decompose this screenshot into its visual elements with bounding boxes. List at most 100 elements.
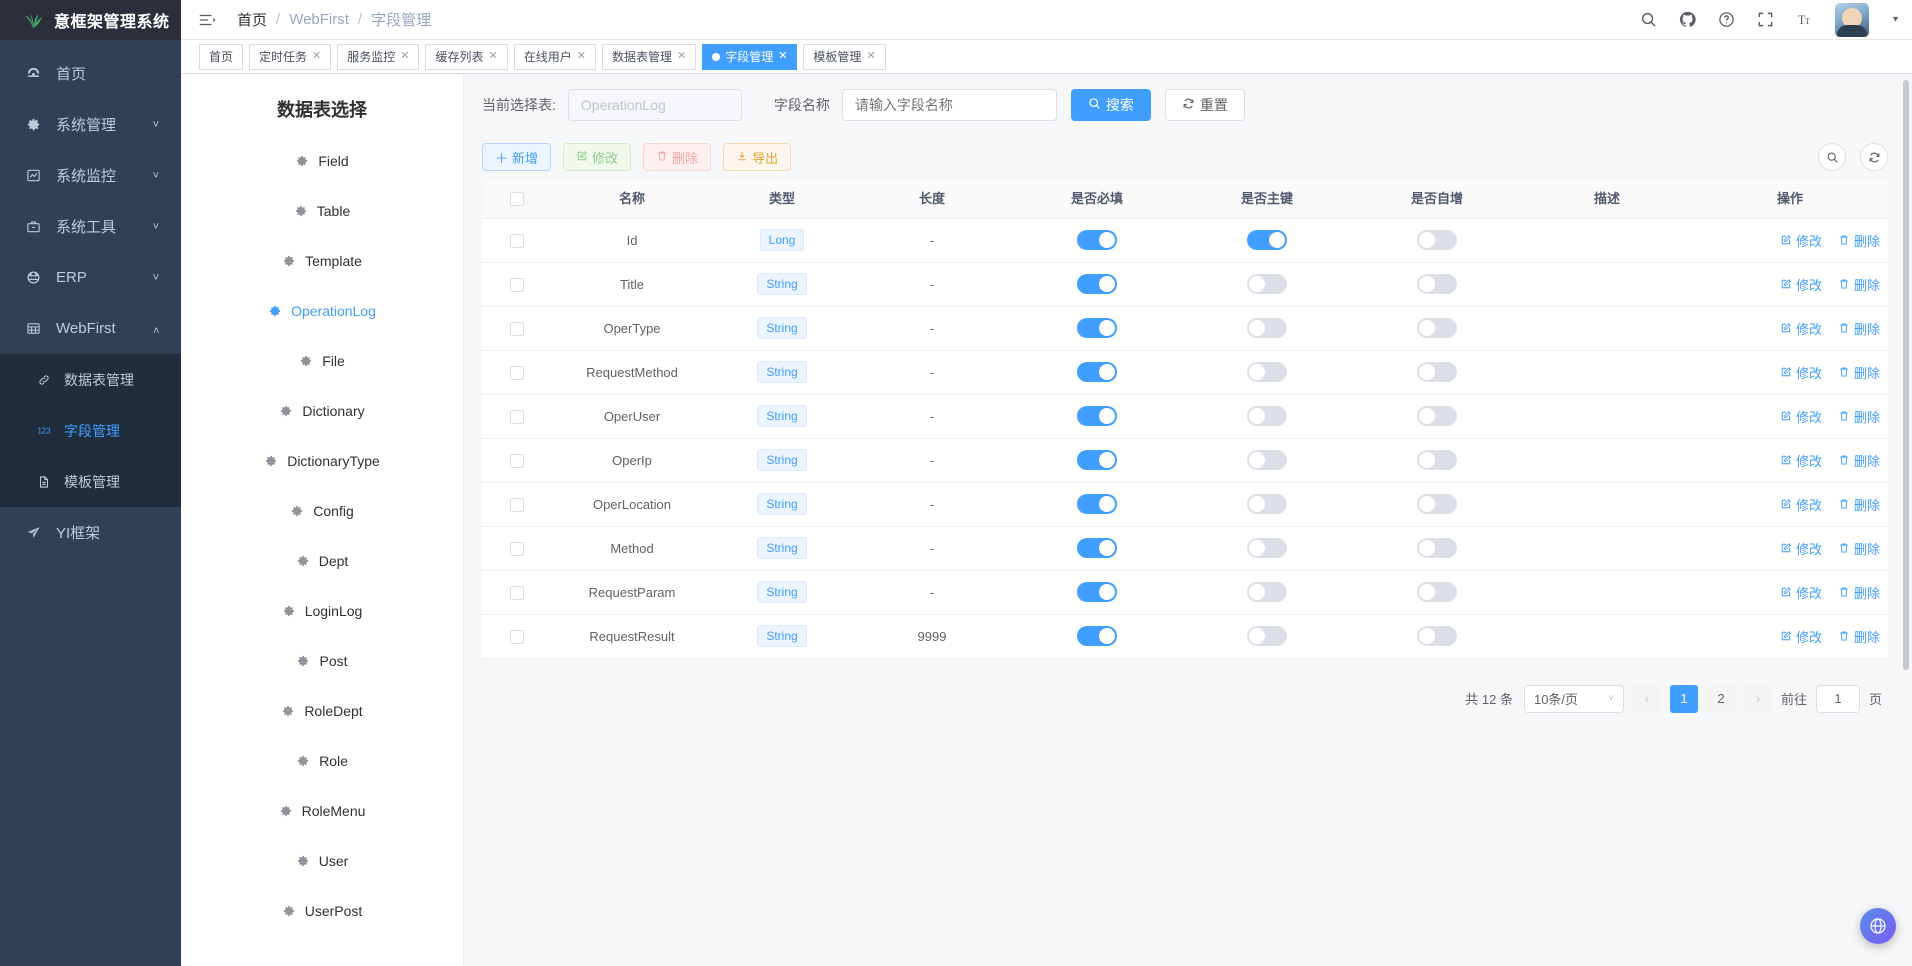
refresh-table-button[interactable] [1860, 143, 1888, 171]
auto-increment-switch[interactable] [1417, 230, 1457, 250]
export-button[interactable]: 导出 [723, 143, 792, 171]
table-row[interactable]: OperLocation String - 修改 删除 [482, 482, 1888, 527]
close-icon[interactable]: ✕ [866, 50, 876, 62]
close-icon[interactable]: ✕ [488, 50, 498, 62]
search-button[interactable]: 搜索 [1070, 89, 1151, 121]
edit-button[interactable]: 修改 [563, 143, 632, 171]
sidebar-item-template-management[interactable]: 模板管理 [0, 456, 181, 507]
sidebar-item-erp[interactable]: ERP ˅ [0, 252, 181, 303]
table-row[interactable]: OperIp String - 修改 删除 [482, 438, 1888, 483]
avatar[interactable] [1834, 2, 1869, 37]
select-all-checkbox[interactable] [510, 191, 524, 206]
tree-item-table[interactable]: Table [181, 186, 463, 236]
row-delete-button[interactable]: 删除 [1838, 231, 1880, 250]
tree-item-dept[interactable]: Dept [181, 536, 463, 586]
close-icon[interactable]: ✕ [778, 50, 788, 62]
sidebar-item-home[interactable]: 首页 [0, 48, 181, 99]
pagination-prev[interactable]: ‹ [1632, 684, 1661, 713]
row-delete-button[interactable]: 删除 [1838, 319, 1880, 338]
tree-item-file[interactable]: File [181, 336, 463, 386]
required-switch[interactable] [1077, 494, 1117, 514]
table-row[interactable]: Id Long - 修改 删除 [482, 218, 1888, 263]
tab-service-monitor[interactable]: 服务监控 ✕ [337, 43, 420, 70]
row-checkbox[interactable] [510, 585, 524, 600]
primary-key-switch[interactable] [1247, 318, 1287, 338]
tree-item-operationlog[interactable]: OperationLog [181, 286, 463, 336]
row-checkbox[interactable] [510, 233, 524, 248]
row-edit-button[interactable]: 修改 [1780, 319, 1822, 338]
tree-item-loginlog[interactable]: LoginLog [181, 586, 463, 636]
tree-item-roledept[interactable]: RoleDept [181, 686, 463, 736]
tree-item-rolemenu[interactable]: RoleMenu [181, 786, 463, 836]
tree-item-template[interactable]: Template [181, 236, 463, 286]
brand-logo[interactable]: 意框架管理系统 [0, 0, 181, 40]
tree-item-post[interactable]: Post [181, 636, 463, 686]
tab-field-management[interactable]: 字段管理 ✕ [702, 43, 798, 70]
table-row[interactable]: Title String - 修改 删除 [482, 262, 1888, 307]
primary-key-switch[interactable] [1247, 274, 1287, 294]
delete-button[interactable]: 删除 [643, 143, 712, 171]
row-delete-button[interactable]: 删除 [1838, 363, 1880, 382]
reset-button[interactable]: 重置 [1164, 89, 1245, 121]
row-delete-button[interactable]: 删除 [1838, 627, 1880, 646]
sidebar-item-system-monitor[interactable]: 系统监控 ˅ [0, 150, 181, 201]
search-icon[interactable] [1640, 11, 1657, 28]
row-edit-button[interactable]: 修改 [1780, 231, 1822, 250]
current-table-input[interactable]: OperationLog [567, 89, 742, 121]
row-edit-button[interactable]: 修改 [1780, 495, 1822, 514]
sidebar-item-system-management[interactable]: 系统管理 ˅ [0, 99, 181, 150]
hamburger-icon[interactable] [197, 10, 217, 30]
row-checkbox[interactable] [510, 277, 524, 292]
pagination-next[interactable]: › [1743, 684, 1772, 713]
close-icon[interactable]: ✕ [400, 50, 410, 62]
table-row[interactable]: Method String - 修改 删除 [482, 526, 1888, 571]
add-button[interactable]: ＋ 新增 [482, 143, 552, 171]
required-switch[interactable] [1077, 362, 1117, 382]
tab-scheduled-task[interactable]: 定时任务 ✕ [249, 43, 332, 70]
required-switch[interactable] [1077, 626, 1117, 646]
row-checkbox[interactable] [510, 629, 524, 644]
pagination-page-2[interactable]: 2 [1706, 684, 1735, 713]
table-row[interactable]: RequestResult String 9999 修改 删除 [482, 614, 1888, 659]
table-row[interactable]: RequestParam String - 修改 删除 [482, 570, 1888, 615]
font-size-icon[interactable]: T T [1796, 11, 1813, 28]
sidebar-item-system-tools[interactable]: 系统工具 ˅ [0, 201, 181, 252]
table-row[interactable]: OperUser String - 修改 删除 [482, 394, 1888, 439]
page-size-select[interactable]: 10条/页 ˅ [1523, 684, 1624, 713]
primary-key-switch[interactable] [1247, 538, 1287, 558]
row-delete-button[interactable]: 删除 [1838, 495, 1880, 514]
tab-home[interactable]: 首页 [199, 43, 244, 70]
close-icon[interactable]: ✕ [676, 50, 687, 62]
tab-template-management[interactable]: 模板管理 ✕ [803, 43, 886, 70]
auto-increment-switch[interactable] [1417, 318, 1457, 338]
row-delete-button[interactable]: 删除 [1838, 451, 1880, 470]
primary-key-switch[interactable] [1247, 230, 1287, 250]
pagination-page-1[interactable]: 1 [1669, 684, 1698, 713]
tree-item-dictionary[interactable]: Dictionary [181, 386, 463, 436]
required-switch[interactable] [1077, 582, 1117, 602]
search-toggle-button[interactable] [1818, 143, 1846, 171]
row-checkbox[interactable] [510, 497, 524, 512]
primary-key-switch[interactable] [1247, 582, 1287, 602]
primary-key-switch[interactable] [1247, 362, 1287, 382]
auto-increment-switch[interactable] [1417, 626, 1457, 646]
tree-item-field[interactable]: Field [181, 136, 463, 186]
row-edit-button[interactable]: 修改 [1780, 451, 1822, 470]
row-delete-button[interactable]: 删除 [1838, 583, 1880, 602]
row-checkbox[interactable] [510, 409, 524, 424]
tree-item-config[interactable]: Config [181, 486, 463, 536]
row-edit-button[interactable]: 修改 [1780, 583, 1822, 602]
required-switch[interactable] [1077, 406, 1117, 426]
required-switch[interactable] [1077, 230, 1117, 250]
primary-key-switch[interactable] [1247, 450, 1287, 470]
auto-increment-switch[interactable] [1417, 406, 1457, 426]
required-switch[interactable] [1077, 274, 1117, 294]
auto-increment-switch[interactable] [1417, 274, 1457, 294]
primary-key-switch[interactable] [1247, 494, 1287, 514]
auto-increment-switch[interactable] [1417, 494, 1457, 514]
row-checkbox[interactable] [510, 453, 524, 468]
close-icon[interactable]: ✕ [312, 50, 322, 62]
row-delete-button[interactable]: 删除 [1838, 407, 1880, 426]
sidebar-item-webfirst[interactable]: WebFirst ˅ [0, 303, 181, 354]
table-row[interactable]: OperType String - 修改 删除 [482, 306, 1888, 351]
